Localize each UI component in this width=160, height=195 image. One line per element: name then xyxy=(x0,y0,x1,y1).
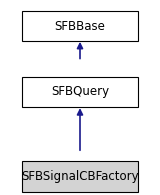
FancyBboxPatch shape xyxy=(22,161,138,191)
Text: SFBSignalCBFactory: SFBSignalCBFactory xyxy=(21,170,139,183)
FancyBboxPatch shape xyxy=(22,76,138,107)
Text: SFBQuery: SFBQuery xyxy=(51,85,109,98)
FancyBboxPatch shape xyxy=(22,11,138,42)
Text: SFBBase: SFBBase xyxy=(55,20,105,33)
